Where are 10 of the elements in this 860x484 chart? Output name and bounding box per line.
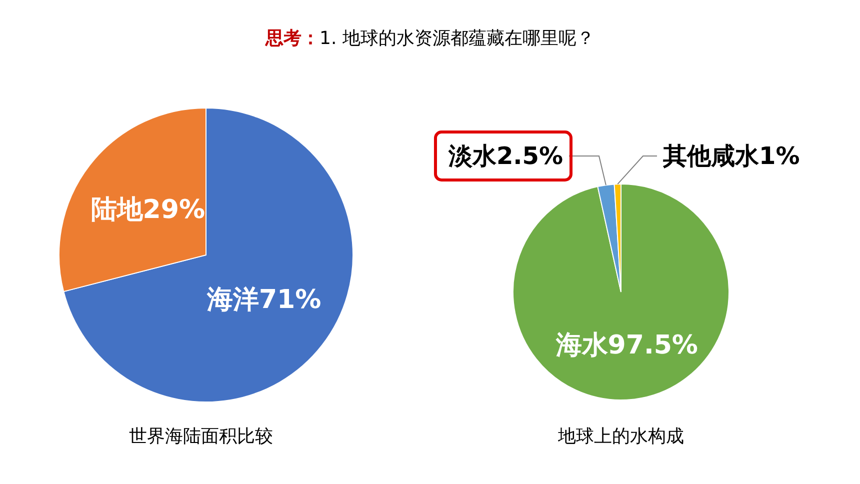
slice-label: 陆地29%: [90, 194, 206, 225]
text: 地球上的水构成: [557, 425, 685, 448]
slice-label: 海水97.5%: [554, 330, 698, 361]
text: 思考：: [266, 28, 320, 49]
slice-label: 其他咸水1%: [662, 142, 800, 170]
text: 1. 地球的水资源都蕴藏在哪里呢？: [320, 28, 594, 49]
slice-label: 淡水2.5%: [447, 142, 563, 170]
slice-label: 海洋71%: [206, 285, 322, 316]
text: 世界海陆面积比较: [128, 425, 274, 448]
pie-slice: [512, 184, 730, 400]
